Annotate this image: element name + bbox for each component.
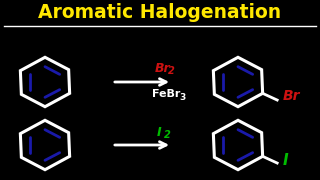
Text: Br: Br (283, 89, 301, 103)
Text: I: I (282, 152, 288, 168)
Text: 2: 2 (164, 130, 171, 140)
Text: 3: 3 (179, 93, 185, 102)
Polygon shape (20, 57, 70, 107)
Text: Aromatic Halogenation: Aromatic Halogenation (38, 3, 282, 22)
Text: Br: Br (155, 62, 171, 75)
Polygon shape (213, 57, 263, 107)
Polygon shape (20, 120, 70, 170)
Text: I: I (157, 125, 162, 138)
Polygon shape (213, 120, 263, 170)
Text: 2: 2 (168, 66, 175, 76)
Text: FeBr: FeBr (152, 89, 180, 99)
